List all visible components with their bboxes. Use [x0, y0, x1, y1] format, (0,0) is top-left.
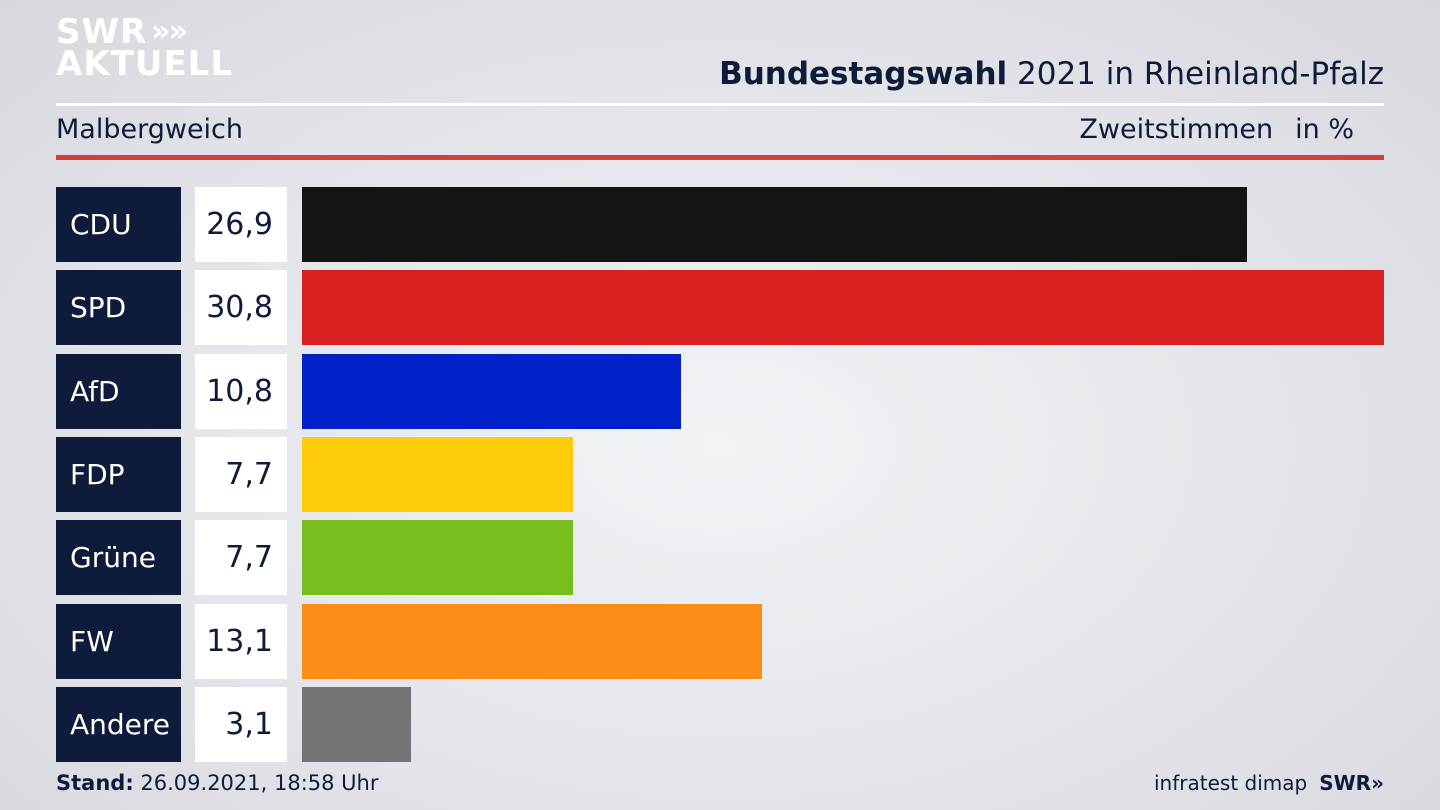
- bar-row: FW 13,1: [56, 603, 1384, 679]
- party-label: CDU: [56, 187, 181, 262]
- bar: [302, 270, 1384, 346]
- bar-row: AfD 10,8: [56, 353, 1384, 429]
- stand-value: 26.09.2021, 18:58 Uhr: [133, 771, 379, 795]
- party-label: Grüne: [56, 520, 181, 596]
- metric-label: Zweitstimmen in %: [1079, 114, 1354, 145]
- value-label: 7,7: [195, 436, 287, 512]
- swr-aktuell-logo: SWR»» AKTUELL: [56, 12, 234, 85]
- party-label: Andere: [56, 686, 181, 762]
- bar: [302, 686, 411, 762]
- value-label: 30,8: [195, 270, 287, 346]
- value-label: 26,9: [195, 187, 287, 262]
- logo-line2: AKTUELL: [56, 44, 234, 85]
- title-bold: Bundestagswahl: [719, 56, 1008, 92]
- accent-divider: [56, 155, 1384, 160]
- party-label: FW: [56, 603, 181, 679]
- chevron-right-icon: »: [168, 13, 189, 49]
- value-label: 13,1: [195, 603, 287, 679]
- party-label: SPD: [56, 270, 181, 346]
- timestamp: Stand: 26.09.2021, 18:58 Uhr: [56, 771, 379, 795]
- unit-label: in %: [1295, 114, 1354, 145]
- bar-row: FDP 7,7: [56, 436, 1384, 512]
- source-label: infratest dimap: [1154, 771, 1308, 795]
- title-rest: 2021 in Rheinland-Pfalz: [1007, 56, 1384, 92]
- page-title: Bundestagswahl 2021 in Rheinland-Pfalz: [719, 56, 1384, 92]
- swr-brand-logo: SWR»: [1319, 771, 1384, 795]
- bar: [302, 187, 1247, 262]
- bar-row: Andere 3,1: [56, 686, 1384, 762]
- header-divider: [56, 103, 1384, 106]
- bar-row: CDU 26,9: [56, 187, 1384, 262]
- source-credit: infratest dimap SWR»: [1154, 771, 1384, 795]
- bar-row: SPD 30,8: [56, 270, 1384, 346]
- chevron-right-icon: »: [151, 13, 171, 49]
- party-label: FDP: [56, 436, 181, 512]
- party-label: AfD: [56, 353, 181, 429]
- value-label: 3,1: [195, 686, 287, 762]
- bar-row: Grüne 7,7: [56, 520, 1384, 596]
- logo-line1: SWR: [56, 12, 148, 52]
- region-label: Malbergweich: [56, 114, 244, 145]
- stand-label: Stand:: [56, 771, 134, 795]
- bar: [302, 353, 682, 429]
- value-label: 7,7: [195, 520, 287, 596]
- metric-name: Zweitstimmen: [1079, 114, 1274, 145]
- bar: [302, 436, 573, 512]
- value-label: 10,8: [195, 353, 287, 429]
- bar: [302, 520, 573, 596]
- bar: [302, 603, 763, 679]
